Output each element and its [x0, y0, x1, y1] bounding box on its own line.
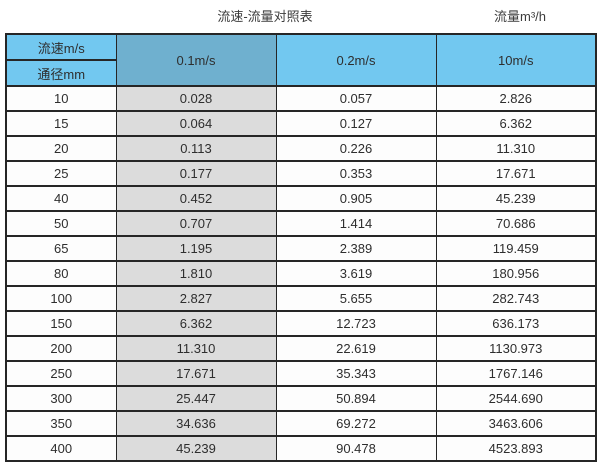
flow-table: 流速m/s 0.1m/s 0.2m/s 10m/s 通径mm 10 0.028 0.… [5, 33, 597, 462]
table-row: 80 1.810 3.619 180.956 [5, 260, 597, 287]
header-col-10ms: 10m/s [435, 33, 597, 87]
flow-value-cell: 4523.893 [435, 435, 597, 462]
table-body: 10 0.028 0.057 2.826 15 0.064 0.127 6.362 20 0.11… [5, 85, 597, 462]
table-row: 350 34.636 69.272 3463.606 [5, 410, 597, 437]
flow-value-cell: 17.671 [115, 360, 277, 387]
flow-value-cell: 0.353 [275, 160, 437, 187]
flow-value-cell: 119.459 [435, 235, 597, 262]
diameter-cell: 100 [5, 285, 117, 312]
flow-value-cell: 34.636 [115, 410, 277, 437]
table-row: 50 0.707 1.414 70.686 [5, 210, 597, 237]
flow-value-cell: 22.619 [275, 335, 437, 362]
table-row: 10 0.028 0.057 2.826 [5, 85, 597, 112]
flow-value-cell: 6.362 [115, 310, 277, 337]
flow-value-cell: 0.707 [115, 210, 277, 237]
diameter-cell: 40 [5, 185, 117, 212]
flow-value-cell: 45.239 [115, 435, 277, 462]
flow-value-cell: 0.057 [275, 85, 437, 112]
flow-value-cell: 0.177 [115, 160, 277, 187]
diameter-cell: 15 [5, 110, 117, 137]
diameter-cell: 80 [5, 260, 117, 287]
flow-value-cell: 11.310 [435, 135, 597, 162]
flow-value-cell: 69.272 [275, 410, 437, 437]
diameter-cell: 350 [5, 410, 117, 437]
diameter-cell: 200 [5, 335, 117, 362]
flow-unit-label: 流量m³/h [493, 9, 546, 24]
flow-value-cell: 0.452 [115, 185, 277, 212]
table-row: 200 11.310 22.619 1130.973 [5, 335, 597, 362]
header-col-0-1ms: 0.1m/s [115, 33, 277, 87]
flow-value-cell: 636.173 [435, 310, 597, 337]
table-row: 20 0.113 0.226 11.310 [5, 135, 597, 162]
flow-value-cell: 1767.146 [435, 360, 597, 387]
diameter-cell: 400 [5, 435, 117, 462]
diameter-cell: 25 [5, 160, 117, 187]
table-row: 300 25.447 50.894 2544.690 [5, 385, 597, 412]
table-row: 25 0.177 0.353 17.671 [5, 160, 597, 187]
flow-value-cell: 70.686 [435, 210, 597, 237]
flow-value-cell: 180.956 [435, 260, 597, 287]
flow-value-cell: 0.127 [275, 110, 437, 137]
diameter-cell: 250 [5, 360, 117, 387]
header-col-0-2ms: 0.2m/s [275, 33, 437, 87]
table-row: 250 17.671 35.343 1767.146 [5, 360, 597, 387]
flow-value-cell: 2.826 [435, 85, 597, 112]
header-row-velocity: 流速m/s 0.1m/s 0.2m/s 10m/s [5, 33, 597, 87]
header-diameter-label: 通径mm [5, 59, 117, 87]
diameter-cell: 50 [5, 210, 117, 237]
flow-value-cell: 25.447 [115, 385, 277, 412]
flow-value-cell: 0.064 [115, 110, 277, 137]
flow-value-cell: 12.723 [275, 310, 437, 337]
flow-value-cell: 11.310 [115, 335, 277, 362]
diameter-cell: 300 [5, 385, 117, 412]
table-row: 65 1.195 2.389 119.459 [5, 235, 597, 262]
titlebar: 流速-流量对照表 流量m³/h [0, 0, 600, 33]
flow-value-cell: 282.743 [435, 285, 597, 312]
diameter-cell: 10 [5, 85, 117, 112]
flow-value-cell: 50.894 [275, 385, 437, 412]
diameter-cell: 150 [5, 310, 117, 337]
flow-value-cell: 3.619 [275, 260, 437, 287]
table-row: 15 0.064 0.127 6.362 [5, 110, 597, 137]
flow-value-cell: 17.671 [435, 160, 597, 187]
diameter-cell: 20 [5, 135, 117, 162]
header-velocity-label: 流速m/s [5, 33, 117, 61]
table-row: 100 2.827 5.655 282.743 [5, 285, 597, 312]
flow-value-cell: 1.810 [115, 260, 277, 287]
table-row: 150 6.362 12.723 636.173 [5, 310, 597, 337]
flow-value-cell: 90.478 [275, 435, 437, 462]
flow-value-cell: 0.113 [115, 135, 277, 162]
page-title: 流速-流量对照表 [217, 9, 313, 24]
flow-value-cell: 1130.973 [435, 335, 597, 362]
table-header: 流速m/s 0.1m/s 0.2m/s 10m/s 通径mm [5, 33, 597, 87]
table-row: 40 0.452 0.905 45.239 [5, 185, 597, 212]
flow-value-cell: 0.028 [115, 85, 277, 112]
diameter-cell: 65 [5, 235, 117, 262]
flow-value-cell: 1.195 [115, 235, 277, 262]
flow-value-cell: 2.827 [115, 285, 277, 312]
flow-value-cell: 3463.606 [435, 410, 597, 437]
flow-value-cell: 35.343 [275, 360, 437, 387]
flow-value-cell: 0.226 [275, 135, 437, 162]
flow-value-cell: 45.239 [435, 185, 597, 212]
flow-value-cell: 1.414 [275, 210, 437, 237]
header-row-diameter: 通径mm [5, 59, 596, 87]
flow-value-cell: 2544.690 [435, 385, 597, 412]
table-row: 400 45.239 90.478 4523.893 [5, 435, 597, 462]
flow-value-cell: 5.655 [275, 285, 437, 312]
flow-value-cell: 0.905 [275, 185, 437, 212]
flow-value-cell: 6.362 [435, 110, 597, 137]
flow-value-cell: 2.389 [275, 235, 437, 262]
